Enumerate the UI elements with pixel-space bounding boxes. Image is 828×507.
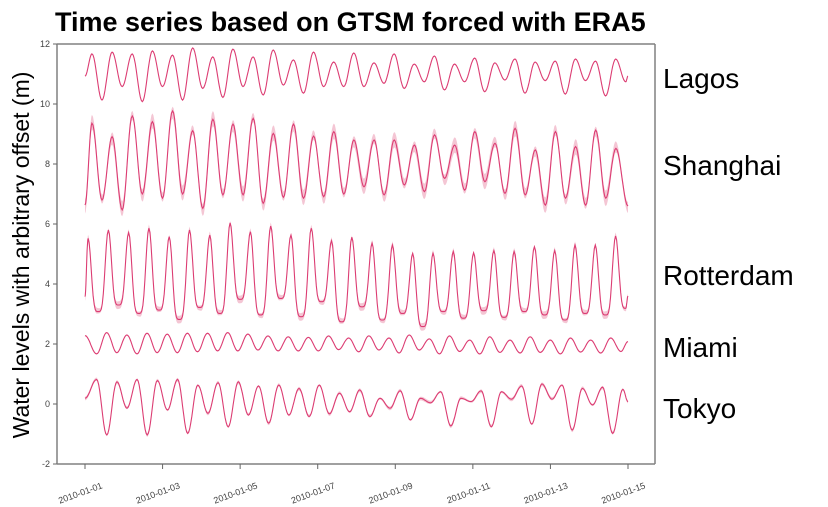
y-tick-label: 4 — [45, 279, 50, 289]
series-label-tokyo: Tokyo — [663, 393, 736, 424]
series-labels: Lagos Shanghai Rotterdam Miami Tokyo — [663, 63, 794, 424]
axes — [56, 43, 656, 465]
x-tick-label: 2010-01-07 — [290, 480, 337, 505]
series-label-shanghai: Shanghai — [663, 150, 781, 181]
y-tick-label: 6 — [45, 219, 50, 229]
y-ticks: 12 10 8 6 4 2 0 -2 — [40, 39, 57, 469]
uncertainty-bands — [85, 47, 628, 437]
series-label-rotterdam: Rotterdam — [663, 260, 794, 291]
y-tick-label: 8 — [45, 159, 50, 169]
y-tick-label: 0 — [45, 399, 50, 409]
uncertainty-band-tokyo — [85, 377, 628, 437]
x-tick-label: 2010-01-03 — [135, 480, 182, 505]
x-tick-label: 2010-01-15 — [600, 480, 647, 505]
series-line-rotterdam — [84, 222, 629, 328]
series-label-miami: Miami — [663, 332, 738, 363]
y-tick-label: 10 — [40, 99, 50, 109]
x-tick-label: 2010-01-01 — [57, 480, 104, 505]
series-lines — [84, 47, 629, 436]
x-tick-label: 2010-01-11 — [445, 480, 491, 505]
y-axis-label: Water levels with arbitrary offset (m) — [8, 72, 34, 439]
series-line-shanghai — [84, 109, 629, 212]
series-line-lagos — [84, 47, 629, 103]
y-tick-label: 2 — [45, 339, 50, 349]
chart-title: Time series based on GTSM forced with ER… — [55, 7, 646, 37]
y-tick-label: 12 — [40, 39, 50, 49]
x-tick-label: 2010-01-05 — [212, 480, 259, 505]
y-tick-label: -2 — [42, 459, 50, 469]
series-line-tokyo — [84, 378, 629, 436]
series-line-miami — [84, 331, 629, 355]
x-ticks: 2010-01-01 2010-01-03 2010-01-05 2010-01-07… — [57, 464, 647, 506]
x-tick-label: 2010-01-13 — [522, 480, 569, 505]
series-label-lagos: Lagos — [663, 63, 739, 94]
x-tick-label: 2010-01-09 — [367, 480, 414, 505]
